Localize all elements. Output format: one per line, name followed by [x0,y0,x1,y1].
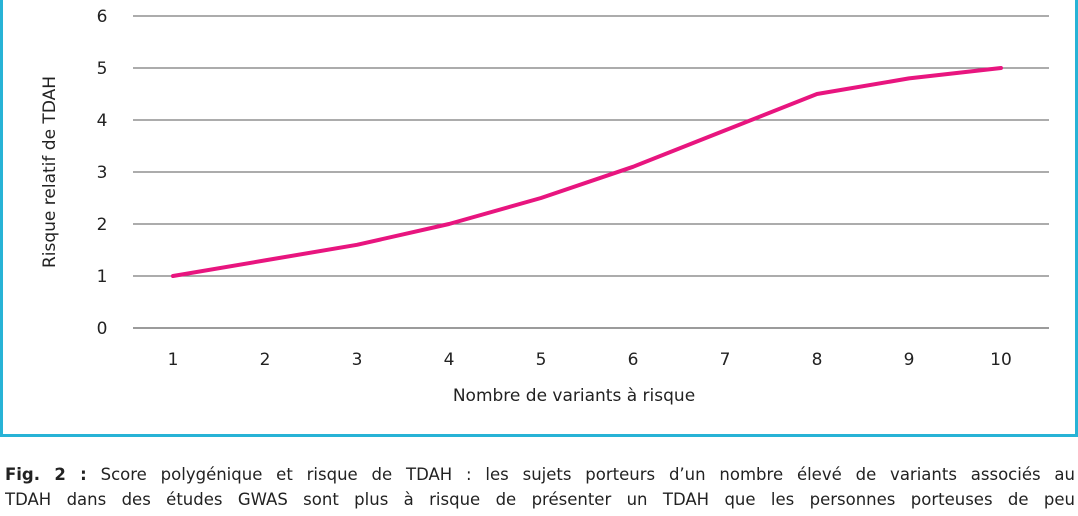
y-tick-label: 3 [97,163,108,183]
y-axis-label: Risque relatif de TDAH [40,76,60,268]
caption-line-2: TDAH dans des études GWAS sont plus à ri… [5,490,1075,509]
caption-line-1: Score polygénique et risque de TDAH : le… [86,465,1075,484]
series-line-0 [171,66,1003,278]
y-tick-label: 2 [97,215,108,235]
y-tick-label: 1 [97,267,108,287]
x-tick-label: 9 [904,350,915,370]
y-tick-label: 6 [97,7,108,27]
y-tick-label: 0 [97,319,108,339]
caption-lead: Fig. 2 : [5,465,87,484]
line-chart: 0 1 2 3 4 5 6 1 2 3 4 5 6 7 8 9 10 Risque relatif de TD… [40,7,1049,406]
x-tick-label: 2 [260,350,271,370]
x-tick-label: 3 [352,350,363,370]
grid-lines [133,15,1049,329]
x-tick-label: 8 [812,350,823,370]
x-tick-label: 10 [990,350,1012,370]
x-axis-label: Nombre de variants à risque [453,386,695,406]
x-tick-label: 7 [720,350,731,370]
chart-frame: 0 1 2 3 4 5 6 1 2 3 4 5 6 7 8 9 10 Risque relatif de TD… [0,0,1078,437]
x-tick-label: 1 [168,350,179,370]
x-tick-label: 4 [444,350,455,370]
y-tick-label: 5 [97,59,108,79]
figure-caption: Fig. 2 : Score polygénique et risque de … [5,462,1075,512]
series-layer [171,66,1003,278]
y-axis-ticks: 0 1 2 3 4 5 6 [97,7,108,339]
x-tick-label: 5 [536,350,547,370]
x-axis-ticks: 1 2 3 4 5 6 7 8 9 10 [168,350,1012,370]
x-tick-label: 6 [628,350,639,370]
y-tick-label: 4 [97,111,108,131]
